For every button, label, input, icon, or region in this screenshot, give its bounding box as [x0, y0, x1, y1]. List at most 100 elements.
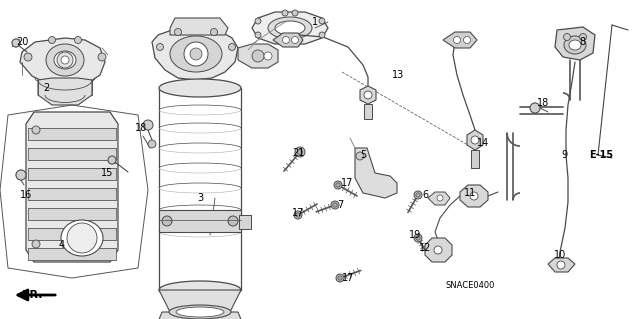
Text: 14: 14: [477, 138, 489, 148]
Ellipse shape: [268, 17, 312, 39]
Circle shape: [291, 36, 298, 43]
Circle shape: [32, 240, 40, 248]
Text: 11: 11: [464, 188, 476, 198]
Polygon shape: [170, 18, 228, 35]
Circle shape: [414, 191, 422, 199]
Text: 8: 8: [579, 37, 585, 47]
Text: 13: 13: [392, 70, 404, 80]
Polygon shape: [238, 44, 278, 68]
Circle shape: [74, 36, 81, 43]
Bar: [28, 168, 116, 180]
Circle shape: [108, 156, 116, 164]
Circle shape: [282, 10, 288, 16]
Text: 20: 20: [16, 37, 28, 47]
Polygon shape: [273, 33, 303, 47]
Text: E-15: E-15: [589, 150, 613, 160]
Text: 7: 7: [337, 200, 343, 210]
Circle shape: [148, 140, 156, 148]
Circle shape: [184, 42, 208, 66]
Ellipse shape: [176, 307, 224, 317]
Circle shape: [416, 193, 420, 197]
Circle shape: [356, 152, 364, 160]
Circle shape: [295, 147, 305, 157]
Circle shape: [563, 33, 570, 41]
Circle shape: [334, 181, 342, 189]
Circle shape: [228, 43, 236, 50]
Circle shape: [24, 53, 32, 61]
Text: 9: 9: [561, 150, 567, 160]
Circle shape: [16, 170, 26, 180]
Text: 19: 19: [409, 230, 421, 240]
Circle shape: [190, 48, 202, 60]
Circle shape: [471, 136, 479, 144]
Circle shape: [67, 223, 97, 253]
Polygon shape: [20, 38, 105, 86]
Circle shape: [437, 195, 443, 201]
Polygon shape: [425, 238, 452, 262]
Circle shape: [454, 36, 461, 43]
Circle shape: [434, 246, 442, 254]
Polygon shape: [355, 148, 397, 198]
Text: 15: 15: [101, 168, 113, 178]
Circle shape: [255, 32, 261, 38]
Circle shape: [292, 10, 298, 16]
Text: 21: 21: [292, 148, 304, 158]
Ellipse shape: [275, 21, 305, 35]
Bar: [28, 248, 116, 260]
Circle shape: [414, 234, 422, 242]
Text: 3: 3: [197, 193, 203, 203]
Bar: [28, 208, 116, 220]
Bar: [364, 104, 372, 119]
Text: 18: 18: [135, 123, 147, 133]
Circle shape: [252, 50, 264, 62]
Polygon shape: [152, 28, 238, 80]
Text: 17: 17: [342, 273, 354, 283]
Polygon shape: [460, 185, 488, 207]
Circle shape: [98, 53, 106, 61]
Circle shape: [157, 43, 163, 50]
Ellipse shape: [54, 51, 76, 69]
Circle shape: [282, 36, 289, 43]
Circle shape: [57, 52, 73, 68]
Ellipse shape: [169, 305, 231, 319]
Text: 12: 12: [419, 243, 431, 253]
Text: 16: 16: [20, 190, 32, 200]
Circle shape: [336, 183, 340, 187]
Polygon shape: [443, 32, 477, 48]
Circle shape: [61, 56, 69, 64]
Bar: [28, 188, 116, 200]
Circle shape: [292, 40, 298, 46]
Bar: [28, 148, 116, 160]
Polygon shape: [252, 12, 328, 44]
Ellipse shape: [564, 36, 586, 54]
Circle shape: [530, 103, 540, 113]
Polygon shape: [555, 27, 595, 60]
Bar: [28, 228, 116, 240]
Polygon shape: [26, 112, 118, 262]
Circle shape: [319, 32, 325, 38]
Circle shape: [143, 120, 153, 130]
Circle shape: [579, 33, 586, 41]
Circle shape: [211, 28, 218, 35]
Circle shape: [282, 40, 288, 46]
Circle shape: [338, 276, 342, 280]
Circle shape: [463, 36, 470, 43]
Circle shape: [228, 216, 238, 226]
Polygon shape: [548, 258, 575, 272]
Circle shape: [255, 18, 261, 24]
Circle shape: [336, 274, 344, 282]
Bar: [471, 150, 479, 168]
Polygon shape: [467, 130, 483, 150]
Ellipse shape: [170, 36, 222, 72]
Text: 18: 18: [537, 98, 549, 108]
Polygon shape: [38, 78, 92, 105]
Text: FR.: FR.: [22, 290, 42, 300]
Polygon shape: [428, 192, 450, 205]
Circle shape: [557, 261, 565, 269]
Polygon shape: [158, 312, 242, 319]
Circle shape: [32, 126, 40, 134]
Text: 6: 6: [422, 190, 428, 200]
Circle shape: [296, 213, 300, 217]
Circle shape: [331, 201, 339, 209]
Circle shape: [319, 18, 325, 24]
